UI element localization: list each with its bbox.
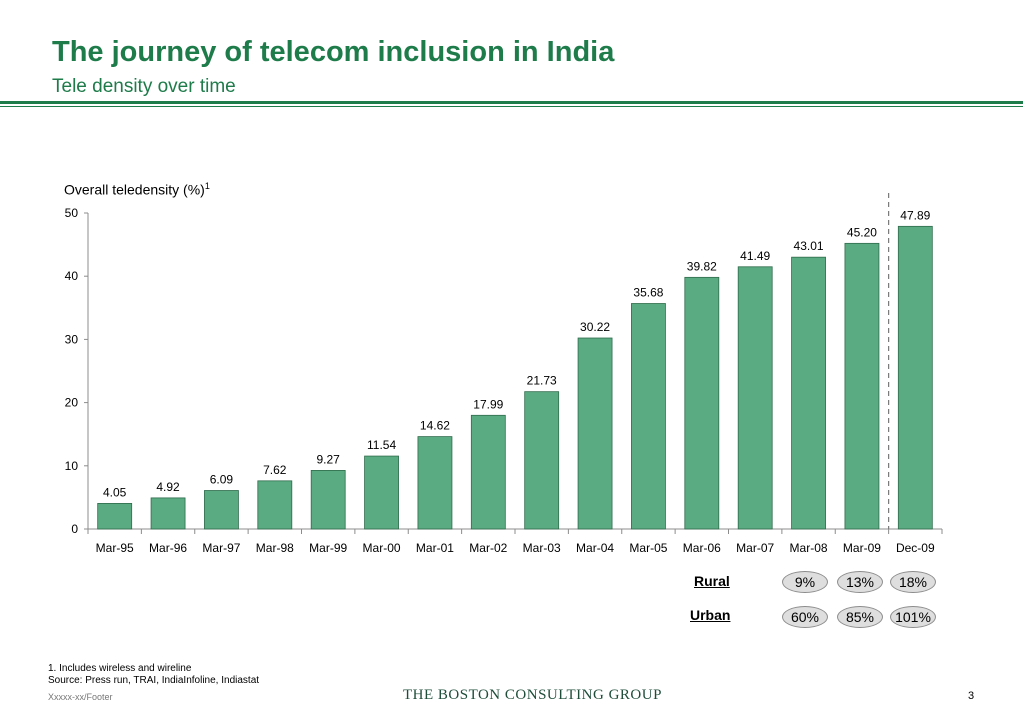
bar-value-label: 9.27 bbox=[317, 452, 341, 466]
bar-value-label: 45.20 bbox=[847, 225, 877, 239]
page-number: 3 bbox=[968, 690, 975, 702]
bar bbox=[897, 225, 933, 530]
bar bbox=[150, 497, 186, 530]
brand-logo: THE BOSTON CONSULTING GROUP bbox=[403, 687, 662, 703]
bar-value-label: 4.05 bbox=[103, 485, 127, 499]
bar-value-label: 47.89 bbox=[900, 208, 930, 222]
x-tick-label: Dec-09 bbox=[896, 541, 935, 555]
header-rule-thick bbox=[0, 101, 1023, 104]
rural-value-pill: 9% bbox=[782, 571, 828, 593]
bar-value-label: 30.22 bbox=[580, 320, 610, 334]
y-tick-label: 50 bbox=[65, 206, 79, 220]
bar bbox=[417, 436, 453, 530]
urban-value-pill: 101% bbox=[890, 606, 936, 628]
x-tick-label: Mar-96 bbox=[149, 541, 187, 555]
y-tick-label: 40 bbox=[65, 269, 79, 283]
page-subtitle: Tele density over time bbox=[52, 76, 236, 97]
chart-title-text: Overall teledensity (%) bbox=[64, 181, 205, 198]
bar-value-label: 17.99 bbox=[473, 397, 503, 411]
x-tick-label: Mar-97 bbox=[202, 541, 240, 555]
bar bbox=[204, 490, 239, 530]
footnote-note: 1. Includes wireless and wireline bbox=[48, 663, 192, 674]
x-tick-label: Mar-99 bbox=[309, 541, 347, 555]
bar-value-label: 4.92 bbox=[156, 480, 180, 494]
bar bbox=[97, 503, 133, 530]
x-tick-label: Mar-98 bbox=[256, 541, 294, 555]
bar bbox=[577, 337, 613, 530]
header-rule-thin bbox=[0, 106, 1023, 107]
bar-value-label: 21.73 bbox=[527, 374, 557, 388]
bar bbox=[631, 303, 666, 530]
bar-value-label: 35.68 bbox=[633, 286, 663, 300]
rural-value-pill: 18% bbox=[890, 571, 936, 593]
bar-value-label: 11.54 bbox=[367, 438, 396, 452]
x-tick-label: Mar-03 bbox=[523, 541, 561, 555]
bar-value-label: 6.09 bbox=[210, 473, 234, 487]
x-tick-label: Mar-08 bbox=[790, 541, 828, 555]
urban-label: Urban bbox=[690, 607, 731, 623]
bar-value-label: 41.49 bbox=[740, 249, 770, 263]
x-tick-label: Mar-04 bbox=[576, 541, 614, 555]
y-tick-label: 10 bbox=[65, 459, 79, 473]
bar bbox=[257, 480, 293, 530]
bar bbox=[310, 470, 346, 530]
teledensity-bar-chart: 0 10 20 30 40 50 4.05 Mar-95 4.92 Mar-96 6.09 Mar-9… bbox=[65, 193, 943, 555]
x-tick-label: Mar-01 bbox=[416, 541, 454, 555]
x-tick-label: Mar-02 bbox=[469, 541, 507, 555]
bar-value-label: 14.62 bbox=[420, 419, 450, 433]
y-tick-label: 0 bbox=[71, 522, 78, 536]
bar bbox=[470, 414, 506, 530]
bar-value-label: 39.82 bbox=[687, 259, 717, 273]
x-tick-label: Mar-07 bbox=[736, 541, 774, 555]
bar-value-label: 43.01 bbox=[794, 239, 824, 253]
y-tick-label: 30 bbox=[65, 332, 79, 346]
bar bbox=[791, 256, 826, 530]
urban-value-pill: 60% bbox=[782, 606, 828, 628]
rural-value-pill: 13% bbox=[837, 571, 883, 593]
urban-value-pill: 85% bbox=[837, 606, 883, 628]
x-tick-label: Mar-95 bbox=[96, 541, 134, 555]
y-tick-label: 20 bbox=[65, 396, 79, 410]
footnote-source: Source: Press run, TRAI, IndiaInfoline, … bbox=[48, 675, 260, 686]
page-title: The journey of telecom inclusion in Indi… bbox=[52, 36, 615, 68]
x-tick-label: Mar-05 bbox=[629, 541, 667, 555]
bar bbox=[364, 455, 399, 530]
bar bbox=[524, 391, 560, 530]
bar bbox=[844, 242, 880, 530]
rural-label: Rural bbox=[694, 573, 730, 589]
bar bbox=[737, 266, 773, 530]
bar-value-label: 7.62 bbox=[263, 463, 287, 477]
x-tick-label: Mar-09 bbox=[843, 541, 881, 555]
x-tick-label: Mar-06 bbox=[683, 541, 721, 555]
footer-code: Xxxxx-xx/Footer bbox=[48, 692, 113, 702]
chart-title: Overall teledensity (%)1 bbox=[64, 181, 210, 198]
x-tick-label: Mar-00 bbox=[363, 541, 401, 555]
chart-title-footnote-mark: 1 bbox=[204, 181, 210, 191]
bar bbox=[684, 276, 720, 530]
